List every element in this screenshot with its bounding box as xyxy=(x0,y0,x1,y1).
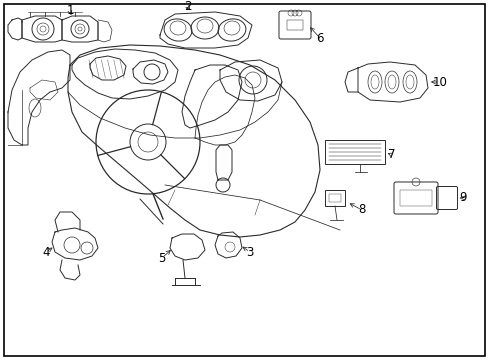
Text: 6: 6 xyxy=(316,31,323,45)
Text: 2: 2 xyxy=(184,0,191,13)
Text: 4: 4 xyxy=(42,246,50,258)
Text: 10: 10 xyxy=(432,76,447,89)
Bar xyxy=(325,190,345,206)
Bar xyxy=(325,140,384,164)
Text: 3: 3 xyxy=(246,246,253,258)
Bar xyxy=(399,190,431,206)
Text: 5: 5 xyxy=(158,252,165,265)
Text: 8: 8 xyxy=(358,203,365,216)
Text: 1: 1 xyxy=(66,4,74,18)
Bar xyxy=(328,194,340,202)
Text: 9: 9 xyxy=(458,192,466,204)
Text: 7: 7 xyxy=(387,148,395,162)
Bar xyxy=(286,20,303,30)
